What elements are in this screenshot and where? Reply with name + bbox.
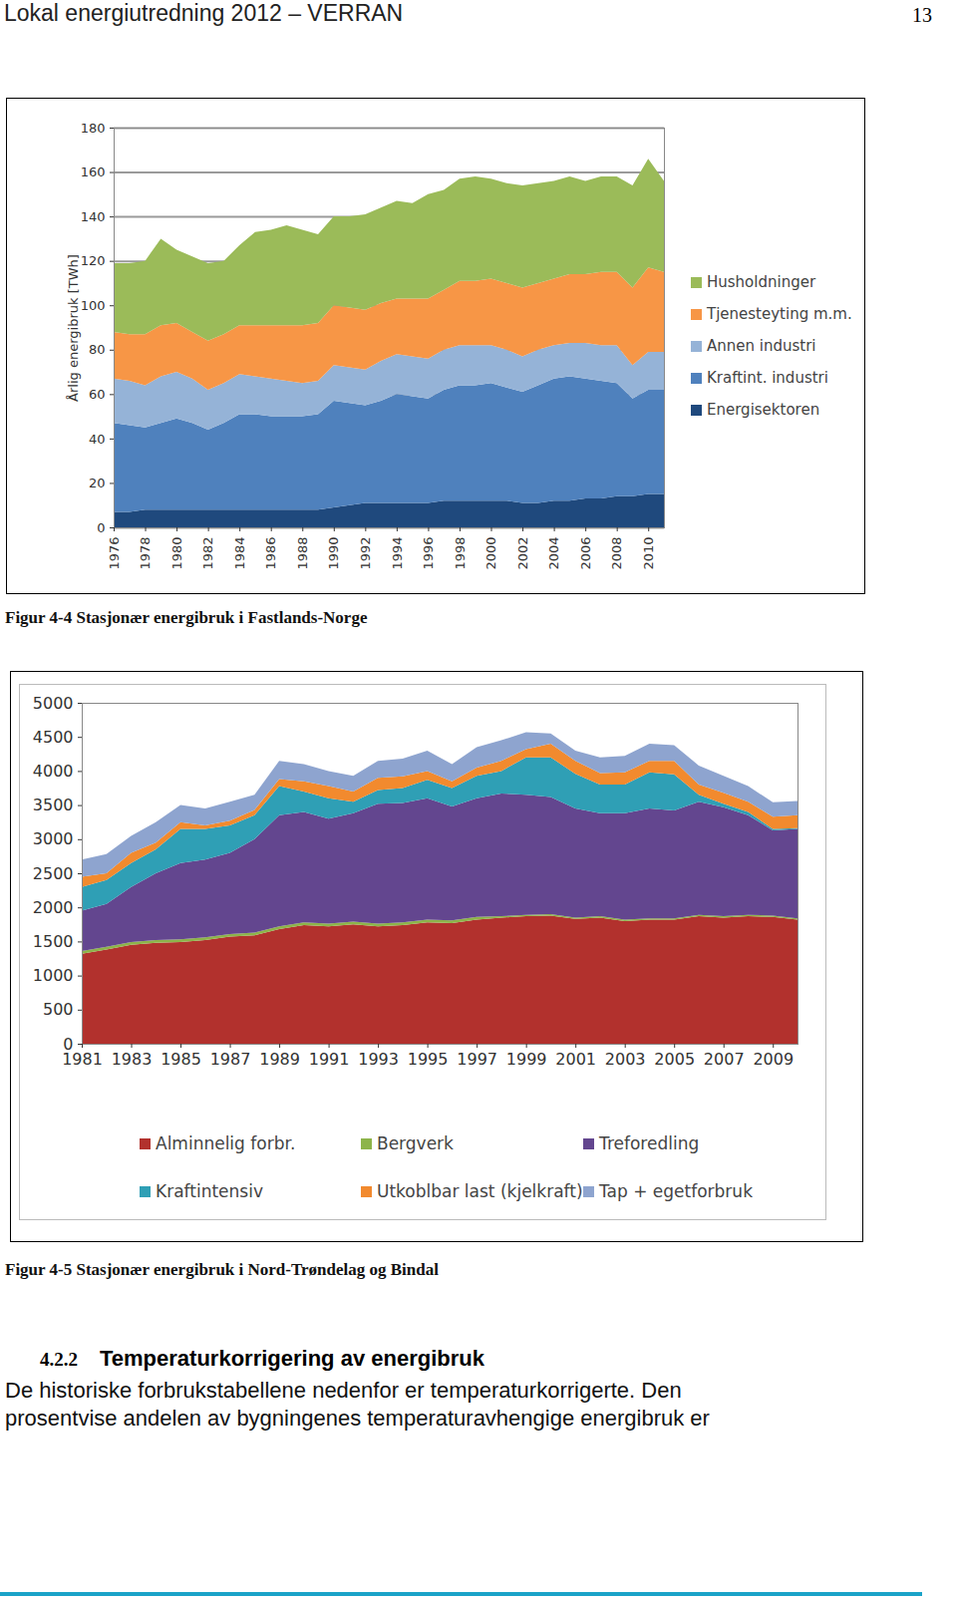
html-text:Tjenesteyting m.m.: Tjenesteyting m.m.: [706, 305, 853, 323]
html-text:Treforedling: Treforedling: [599, 1133, 700, 1154]
html-text:13: 13: [912, 3, 933, 26]
svg-text:500: 500: [42, 999, 74, 1019]
svg-text:100: 100: [80, 298, 106, 314]
html-text:Annen industri: Annen industri: [706, 336, 816, 355]
svg-text:2002: 2002: [515, 537, 531, 571]
svg-text:0: 0: [96, 520, 105, 536]
svg-text:1988: 1988: [295, 537, 311, 571]
html-text:Tap + egetforbruk: Tap + egetforbruk: [599, 1181, 753, 1202]
svg-text:2006: 2006: [578, 537, 594, 571]
html-text:Husholdninger: Husholdninger: [706, 273, 816, 292]
html-text:Kraftintensiv: Kraftintensiv: [155, 1181, 264, 1202]
svg-text:1993: 1993: [357, 1049, 399, 1069]
svg-text:40: 40: [88, 431, 106, 447]
svg-text:1996: 1996: [420, 537, 436, 571]
svg-text:Årlig energibruk [TWh]: Årlig energibruk [TWh]: [65, 254, 81, 402]
svg-text:160: 160: [80, 164, 106, 180]
svg-text:2010: 2010: [640, 537, 656, 571]
svg-text:1982: 1982: [200, 537, 216, 571]
svg-text:1978: 1978: [137, 537, 153, 571]
svg-text:4000: 4000: [32, 761, 74, 781]
svg-text:3500: 3500: [32, 795, 74, 815]
svg-text:1976: 1976: [106, 537, 122, 571]
svg-text:1980: 1980: [169, 537, 185, 571]
html-text:Kraftint. industri: Kraftint. industri: [706, 368, 829, 387]
html-text:Figur 4-4 Stasjonær energibruk: Figur 4-4 Stasjonær energibruk i Fastlan…: [4, 608, 368, 628]
svg-text:1981: 1981: [61, 1049, 103, 1069]
svg-text:1995: 1995: [407, 1049, 449, 1069]
html-text:4.2.2: 4.2.2: [39, 1348, 78, 1370]
svg-text:1992: 1992: [357, 537, 373, 571]
svg-text:1989: 1989: [259, 1049, 301, 1069]
html-text:Figur 4-5 Stasjonær energibruk: Figur 4-5 Stasjonær energibruk i Nord-Tr…: [4, 1260, 439, 1279]
svg-text:2004: 2004: [546, 537, 562, 571]
svg-text:1984: 1984: [232, 537, 248, 571]
html-text:Alminnelig forbr.: Alminnelig forbr.: [155, 1133, 296, 1154]
svg-text:5000: 5000: [32, 693, 74, 713]
svg-text:0: 0: [62, 1034, 73, 1054]
html-text:Bergverk: Bergverk: [376, 1133, 454, 1154]
svg-text:1983: 1983: [111, 1049, 153, 1069]
svg-text:1987: 1987: [210, 1049, 252, 1069]
svg-text:1990: 1990: [325, 537, 341, 571]
svg-text:1000: 1000: [32, 965, 74, 985]
svg-text:2009: 2009: [752, 1049, 794, 1069]
svg-text:1998: 1998: [452, 537, 468, 571]
svg-text:1994: 1994: [389, 537, 405, 571]
html-text:prosentvise andelen av bygning: prosentvise andelen av bygningenes tempe…: [4, 1405, 710, 1431]
svg-text:3000: 3000: [32, 829, 74, 849]
svg-text:1991: 1991: [309, 1049, 350, 1069]
svg-text:1500: 1500: [32, 932, 74, 952]
svg-text:2005: 2005: [653, 1049, 695, 1069]
svg-text:2000: 2000: [32, 898, 74, 918]
svg-text:60: 60: [88, 386, 106, 402]
svg-text:2007: 2007: [703, 1049, 745, 1069]
svg-text:1997: 1997: [456, 1049, 498, 1069]
svg-text:2000: 2000: [483, 537, 499, 571]
svg-text:140: 140: [80, 209, 106, 225]
svg-text:2500: 2500: [32, 864, 74, 884]
svg-text:1986: 1986: [263, 537, 279, 571]
svg-text:180: 180: [80, 120, 106, 136]
svg-text:80: 80: [88, 341, 106, 357]
svg-text:1999: 1999: [506, 1049, 548, 1069]
svg-text:2008: 2008: [609, 537, 625, 571]
svg-text:1985: 1985: [160, 1049, 202, 1069]
html-text:Energisektoren: Energisektoren: [706, 400, 820, 419]
svg-text:2001: 2001: [555, 1049, 597, 1069]
html-text:Temperaturkorrigering av energ: Temperaturkorrigering av energibruk: [99, 1345, 485, 1371]
svg-text:2003: 2003: [605, 1049, 646, 1069]
html-text:De historiske forbrukstabellen: De historiske forbrukstabellene nedenfor…: [4, 1377, 682, 1403]
svg-text:20: 20: [88, 475, 106, 491]
svg-text:4500: 4500: [32, 727, 74, 747]
html-text:Lokal energiutredning 2012 – V: Lokal energiutredning 2012 – VERRAN: [3, 0, 403, 26]
html-text:Utkoblbar last (kjelkraft): Utkoblbar last (kjelkraft): [376, 1181, 583, 1202]
svg-text:120: 120: [80, 253, 106, 269]
